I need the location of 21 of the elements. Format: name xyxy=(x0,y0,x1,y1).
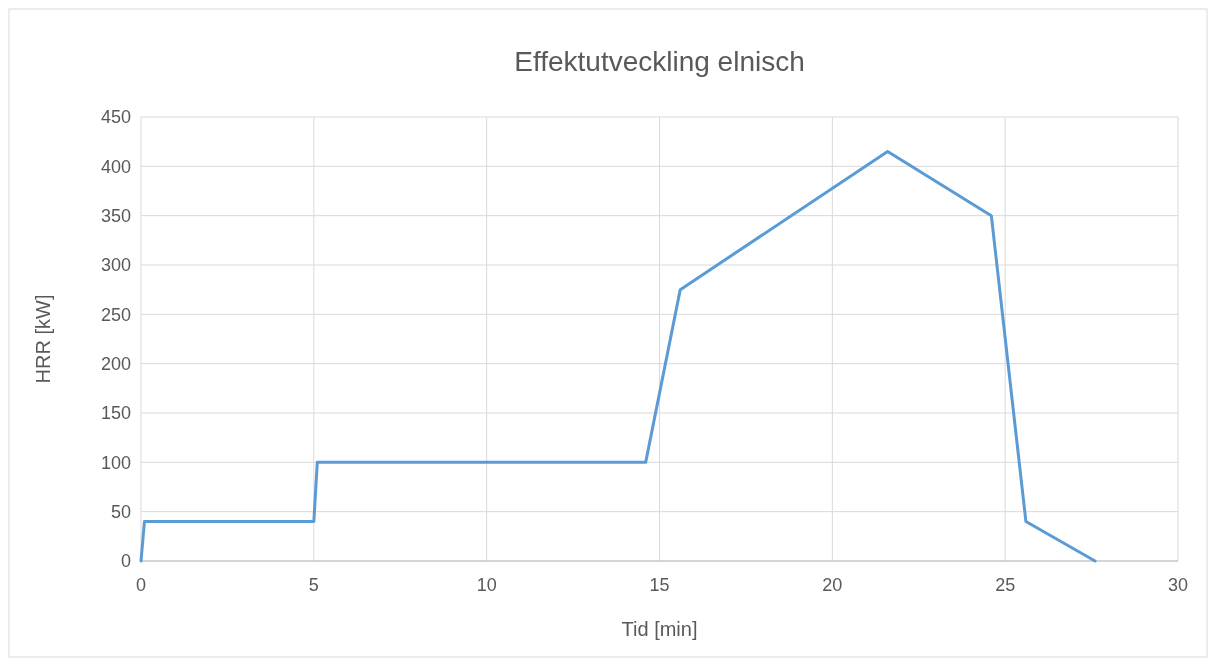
x-tick-label: 15 xyxy=(649,575,670,595)
y-tick-label: 400 xyxy=(100,156,131,177)
line-series xyxy=(139,150,1097,563)
y-axis-title: HRR [kW] xyxy=(32,294,54,384)
x-axis-title: Tid [min] xyxy=(621,618,698,640)
x-tick-label: 25 xyxy=(995,575,1016,595)
y-tick-label: 300 xyxy=(100,255,131,276)
y-tick-label: 100 xyxy=(100,452,131,473)
x-tick-label: 10 xyxy=(476,575,497,595)
chart-title: Effektutveckling elnisch xyxy=(514,46,805,77)
x-tick-label: 20 xyxy=(822,575,843,595)
y-tick-label: 50 xyxy=(110,501,131,522)
y-tick-label: 200 xyxy=(100,353,131,374)
x-tick-label: 0 xyxy=(135,575,147,595)
x-tick-label: 5 xyxy=(308,575,319,595)
y-tick-label: 450 xyxy=(100,107,131,128)
y-tick-label: 350 xyxy=(100,205,131,226)
y-tick-label: 250 xyxy=(100,304,131,325)
x-tick-label: 30 xyxy=(1167,575,1189,595)
y-tick-label: 0 xyxy=(120,551,131,572)
y-tick-label: 150 xyxy=(100,403,131,424)
